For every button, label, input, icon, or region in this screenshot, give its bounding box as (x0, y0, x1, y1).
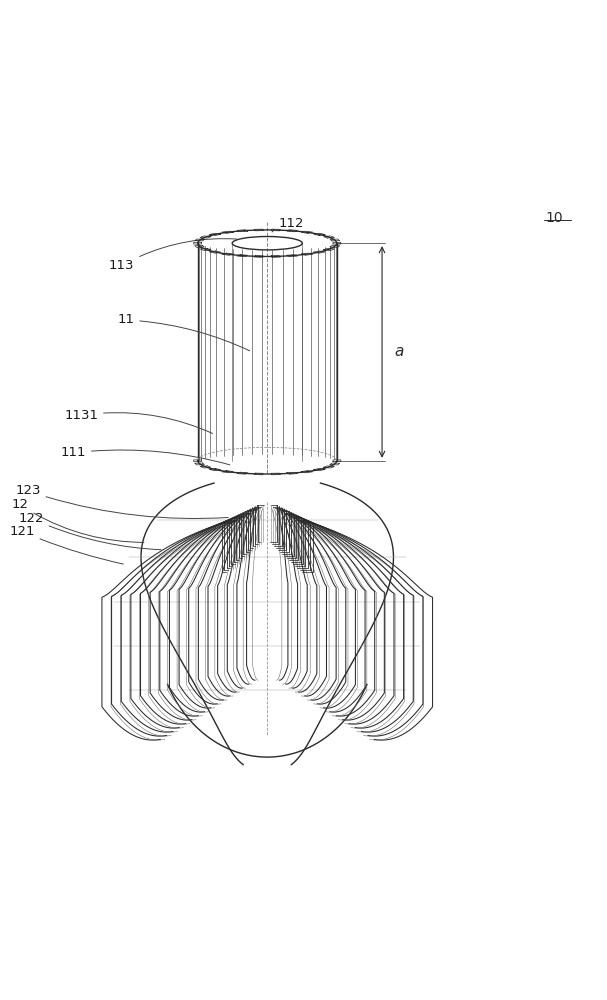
Text: 11: 11 (117, 313, 249, 351)
Text: 1131: 1131 (64, 409, 212, 433)
Text: a: a (394, 344, 404, 359)
Text: 12: 12 (12, 498, 144, 542)
Text: 121: 121 (9, 525, 123, 564)
Text: 10: 10 (545, 211, 563, 225)
Text: 123: 123 (15, 484, 228, 519)
Text: 113: 113 (109, 239, 237, 272)
Text: 122: 122 (18, 512, 161, 550)
Text: 112: 112 (272, 217, 304, 232)
Text: 111: 111 (61, 446, 230, 465)
